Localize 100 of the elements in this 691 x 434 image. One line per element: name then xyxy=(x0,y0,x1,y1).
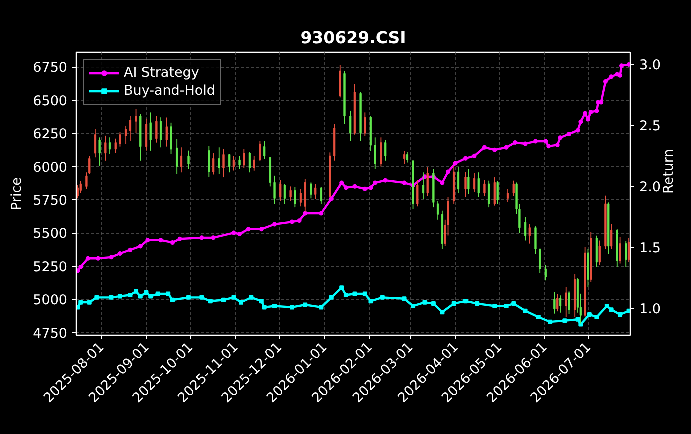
candlestick xyxy=(426,167,429,196)
candlestick xyxy=(259,140,262,162)
candlestick xyxy=(228,154,231,174)
candlestick xyxy=(403,150,406,165)
point xyxy=(512,302,516,306)
candlestick xyxy=(406,152,409,164)
point xyxy=(411,304,416,308)
point xyxy=(238,300,244,305)
candlestick xyxy=(294,187,296,208)
point xyxy=(402,296,407,302)
point xyxy=(249,295,254,300)
candlestick xyxy=(284,184,286,205)
candlestick xyxy=(598,240,601,266)
point xyxy=(352,292,358,296)
point xyxy=(604,304,610,308)
candlestick xyxy=(176,138,178,175)
legend-label: AI Strategy xyxy=(124,65,200,81)
point xyxy=(523,308,528,314)
candlestick xyxy=(150,112,152,152)
candlestick xyxy=(280,180,282,202)
candlestick xyxy=(108,137,112,155)
candlestick xyxy=(539,248,542,274)
point xyxy=(118,294,122,299)
point xyxy=(186,295,192,300)
candlestick xyxy=(457,167,460,194)
candlestick xyxy=(145,118,148,152)
point xyxy=(344,292,348,298)
candlestick xyxy=(524,216,527,242)
point xyxy=(362,292,368,296)
candlestick xyxy=(129,116,132,142)
candlestick xyxy=(188,150,190,170)
candlestick xyxy=(619,236,622,264)
candlestick xyxy=(556,294,559,312)
point xyxy=(319,305,324,310)
candlestick xyxy=(248,152,252,174)
point xyxy=(475,302,480,306)
candlestick xyxy=(565,286,568,318)
candlestick xyxy=(496,180,499,205)
candlestick xyxy=(166,117,168,148)
candlestick xyxy=(528,224,531,244)
candlestick xyxy=(364,112,366,137)
candlestick xyxy=(568,291,570,315)
point xyxy=(208,299,213,304)
candlestick xyxy=(274,175,276,205)
point xyxy=(94,295,100,300)
candlestick xyxy=(625,240,628,268)
y2-tick-label: 2.5 xyxy=(640,118,661,135)
point xyxy=(492,304,498,308)
point xyxy=(452,302,456,306)
candlestick xyxy=(119,132,122,148)
point xyxy=(380,295,385,300)
candlestick xyxy=(135,108,138,134)
y-tick-label: 5750 xyxy=(33,192,68,209)
point xyxy=(156,292,160,296)
point xyxy=(144,290,149,296)
point xyxy=(422,300,428,305)
point xyxy=(548,320,553,324)
point xyxy=(464,299,468,304)
y2-axis-title: Return xyxy=(660,149,677,194)
candlestick xyxy=(473,172,476,192)
candlestick xyxy=(436,200,440,220)
candlestick xyxy=(300,188,302,208)
candlestick xyxy=(320,187,322,205)
candlestick xyxy=(374,137,376,170)
candlestick xyxy=(212,153,215,176)
candlestick xyxy=(310,182,312,200)
candlestick xyxy=(416,180,419,208)
point xyxy=(170,298,175,302)
point xyxy=(594,314,600,320)
point xyxy=(259,299,264,304)
point xyxy=(290,305,295,310)
point xyxy=(431,302,436,306)
candlestick xyxy=(478,172,480,198)
candlestick xyxy=(218,147,220,175)
candlestick xyxy=(180,147,183,174)
candlestick xyxy=(98,137,101,166)
point xyxy=(221,298,226,302)
point xyxy=(562,318,568,324)
candlestick xyxy=(464,172,467,198)
point xyxy=(148,294,154,299)
point xyxy=(303,302,308,308)
candlestick xyxy=(494,177,496,206)
y-tick-label: 5250 xyxy=(33,259,68,276)
point xyxy=(109,295,114,300)
candlestick xyxy=(554,292,556,314)
point xyxy=(440,310,445,315)
candlestick xyxy=(488,180,490,208)
point xyxy=(166,292,171,296)
y-tick-label: 5500 xyxy=(33,226,68,242)
candlestick xyxy=(512,180,515,196)
y-tick-label: 5000 xyxy=(33,292,68,309)
candlestick xyxy=(384,140,387,162)
point xyxy=(609,308,614,312)
point xyxy=(134,289,139,294)
candlestick xyxy=(170,122,172,155)
y2-tick-label: 2.0 xyxy=(640,180,661,196)
y-axis-title: Price xyxy=(9,178,26,210)
candlestick xyxy=(350,110,352,142)
y2-tick-label: 1.0 xyxy=(640,302,661,318)
candlestick xyxy=(468,168,470,195)
